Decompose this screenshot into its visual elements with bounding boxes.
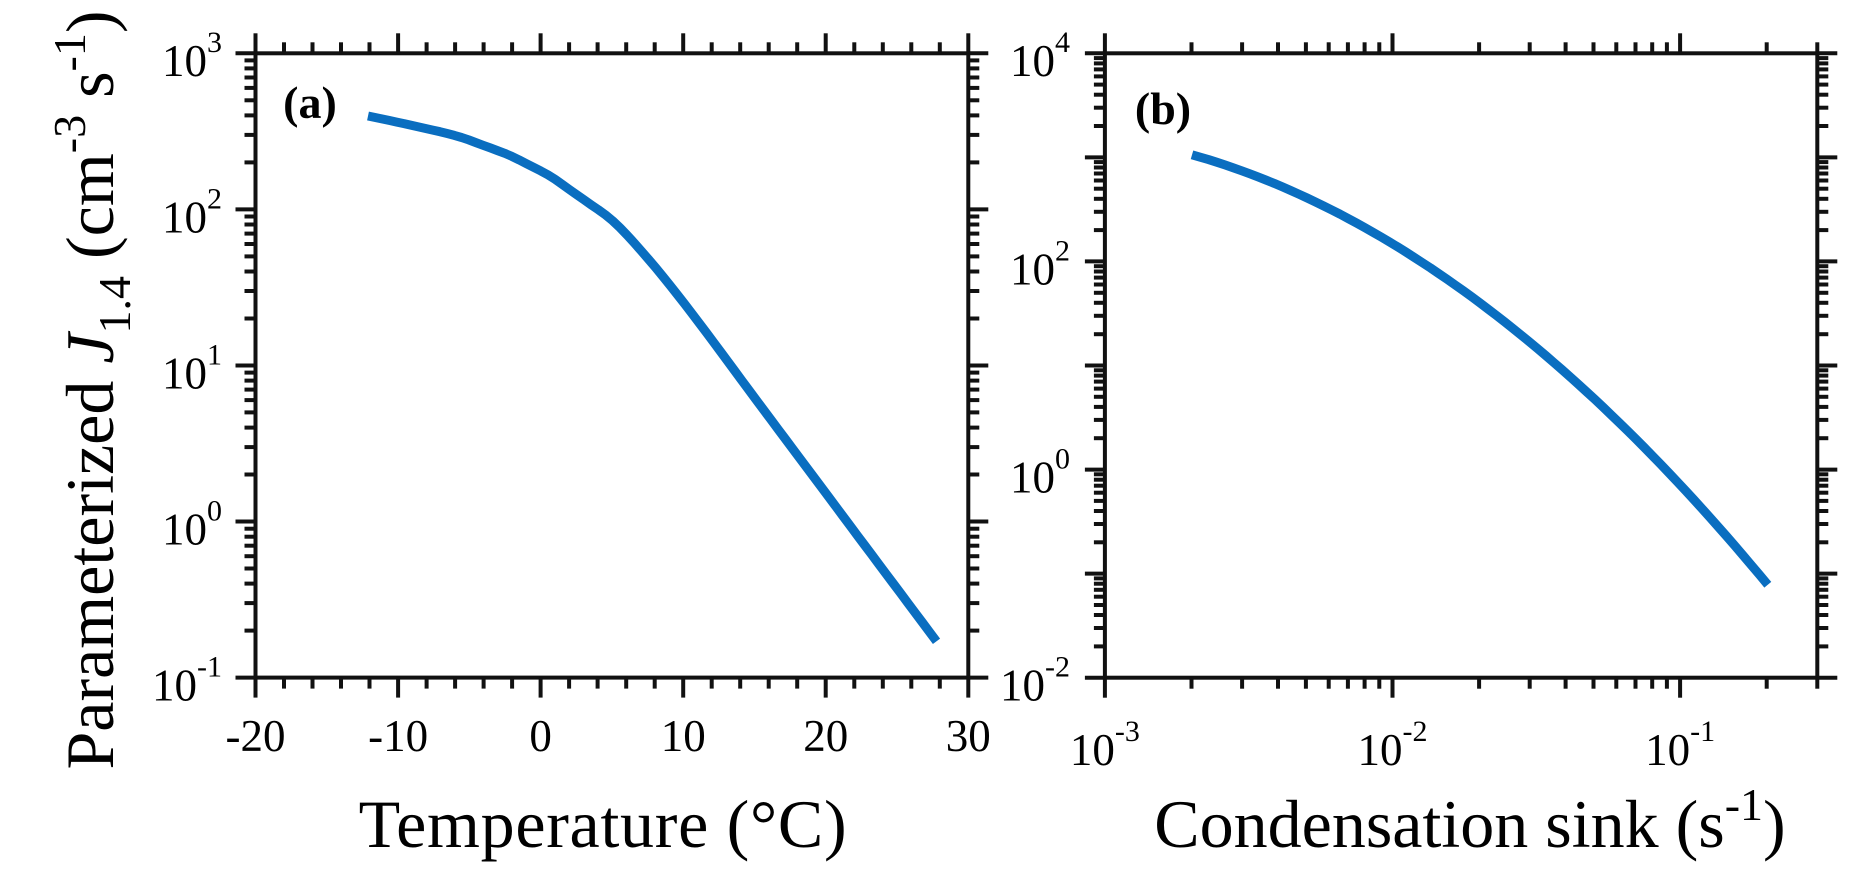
svg-text:102: 102 (162, 182, 222, 242)
svg-text:20: 20 (803, 711, 848, 761)
svg-text:Condensation sink (s-1): Condensation sink (s-1) (1154, 779, 1785, 862)
svg-text:10-2: 10-2 (1000, 651, 1070, 711)
svg-text:30: 30 (946, 711, 991, 761)
svg-text:104: 104 (1010, 26, 1070, 86)
svg-text:0: 0 (529, 711, 552, 761)
svg-text:(b): (b) (1135, 83, 1191, 134)
svg-text:Temperature (°C): Temperature (°C) (359, 786, 848, 862)
svg-text:Parameterized J1.4 (cm-3 s-1): Parameterized J1.4 (cm-3 s-1) (44, 10, 140, 769)
svg-text:-10: -10 (368, 711, 428, 761)
svg-text:101: 101 (162, 338, 222, 398)
svg-text:100: 100 (1010, 443, 1070, 503)
svg-text:100: 100 (162, 494, 222, 554)
svg-text:102: 102 (1010, 234, 1070, 294)
svg-text:10-1: 10-1 (152, 651, 222, 711)
svg-text:(a): (a) (283, 77, 337, 128)
svg-text:10: 10 (661, 711, 706, 761)
svg-text:103: 103 (162, 26, 222, 86)
svg-text:-20: -20 (226, 711, 286, 761)
